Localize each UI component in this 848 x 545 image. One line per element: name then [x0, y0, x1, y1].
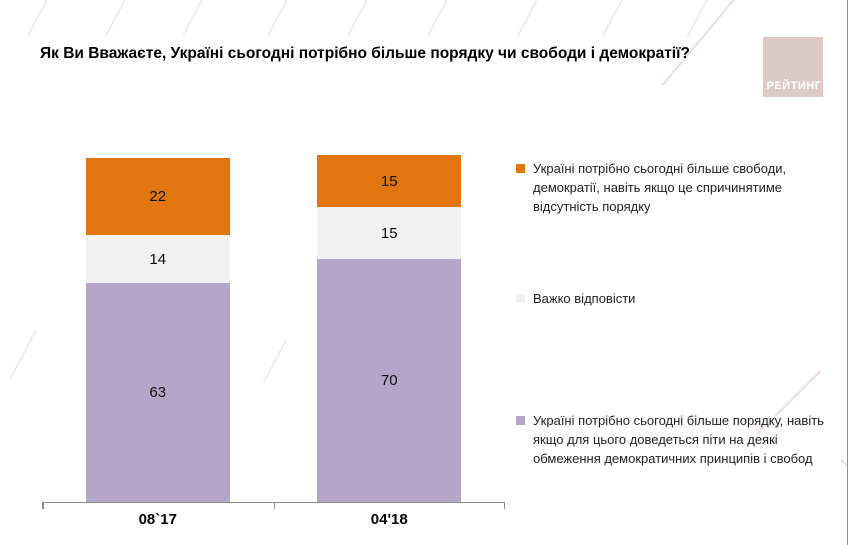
- category-label: 04'18: [370, 511, 408, 528]
- bar-segment: 14: [85, 234, 230, 284]
- axis-tick: [42, 503, 44, 509]
- legend-swatch: [516, 294, 525, 303]
- legend-swatch: [516, 164, 525, 173]
- diagonal-line-decoration: [104, 0, 130, 37]
- legend-label: Україні потрібно сьогодні більше порядку…: [533, 413, 824, 466]
- diagonal-line-decoration: [26, 0, 52, 37]
- bar-segment: 70: [317, 259, 462, 502]
- chart-title: Як Ви Вважаєте, Україні сьогодні потрібн…: [40, 45, 690, 62]
- diagonal-line-decoration: [266, 0, 292, 37]
- legend-item: Україні потрібно сьогодні більше свободи…: [516, 160, 841, 217]
- rating-logo: РЕЙТИНГ: [763, 37, 823, 97]
- diagonal-line-decoration: [181, 0, 207, 37]
- stacked-bar: 22 14 63: [85, 158, 230, 502]
- rating-logo-text: РЕЙТИНГ: [766, 80, 822, 92]
- axis-tick: [503, 503, 505, 509]
- bar-segment: 22: [85, 158, 230, 235]
- legend-label: Важко відповісти: [533, 291, 636, 306]
- diagonal-line-decoration: [426, 0, 452, 37]
- diagonal-line-decoration: [9, 330, 37, 380]
- data-label: 22: [149, 188, 167, 206]
- legend-item: Україні потрібно сьогодні більше порядку…: [516, 412, 841, 469]
- bar-segment: 15: [317, 207, 462, 260]
- diagonal-line-decoration: [346, 0, 372, 37]
- axis-tick: [273, 503, 275, 509]
- bar-segment: 63: [85, 283, 230, 502]
- data-label: 15: [380, 172, 398, 190]
- data-label: 70: [380, 372, 398, 390]
- legend-label: Україні потрібно сьогодні більше свободи…: [533, 161, 787, 214]
- plot-area: 22 14 63 15 15 70: [42, 150, 505, 509]
- stacked-bar: 15 15 70: [317, 155, 462, 502]
- data-label: 15: [380, 224, 398, 242]
- data-label: 14: [149, 250, 167, 268]
- category-labels-row: 08`17 04'18: [0, 511, 847, 535]
- legend-item: Важко відповісти: [516, 290, 841, 309]
- legend-swatch: [516, 416, 525, 425]
- data-label: 63: [149, 384, 167, 402]
- bar-segment: 15: [317, 155, 462, 208]
- chart-legend: Україні потрібно сьогодні більше свободи…: [516, 0, 841, 545]
- category-label: 08`17: [138, 511, 177, 528]
- x-axis-line: [42, 501, 505, 503]
